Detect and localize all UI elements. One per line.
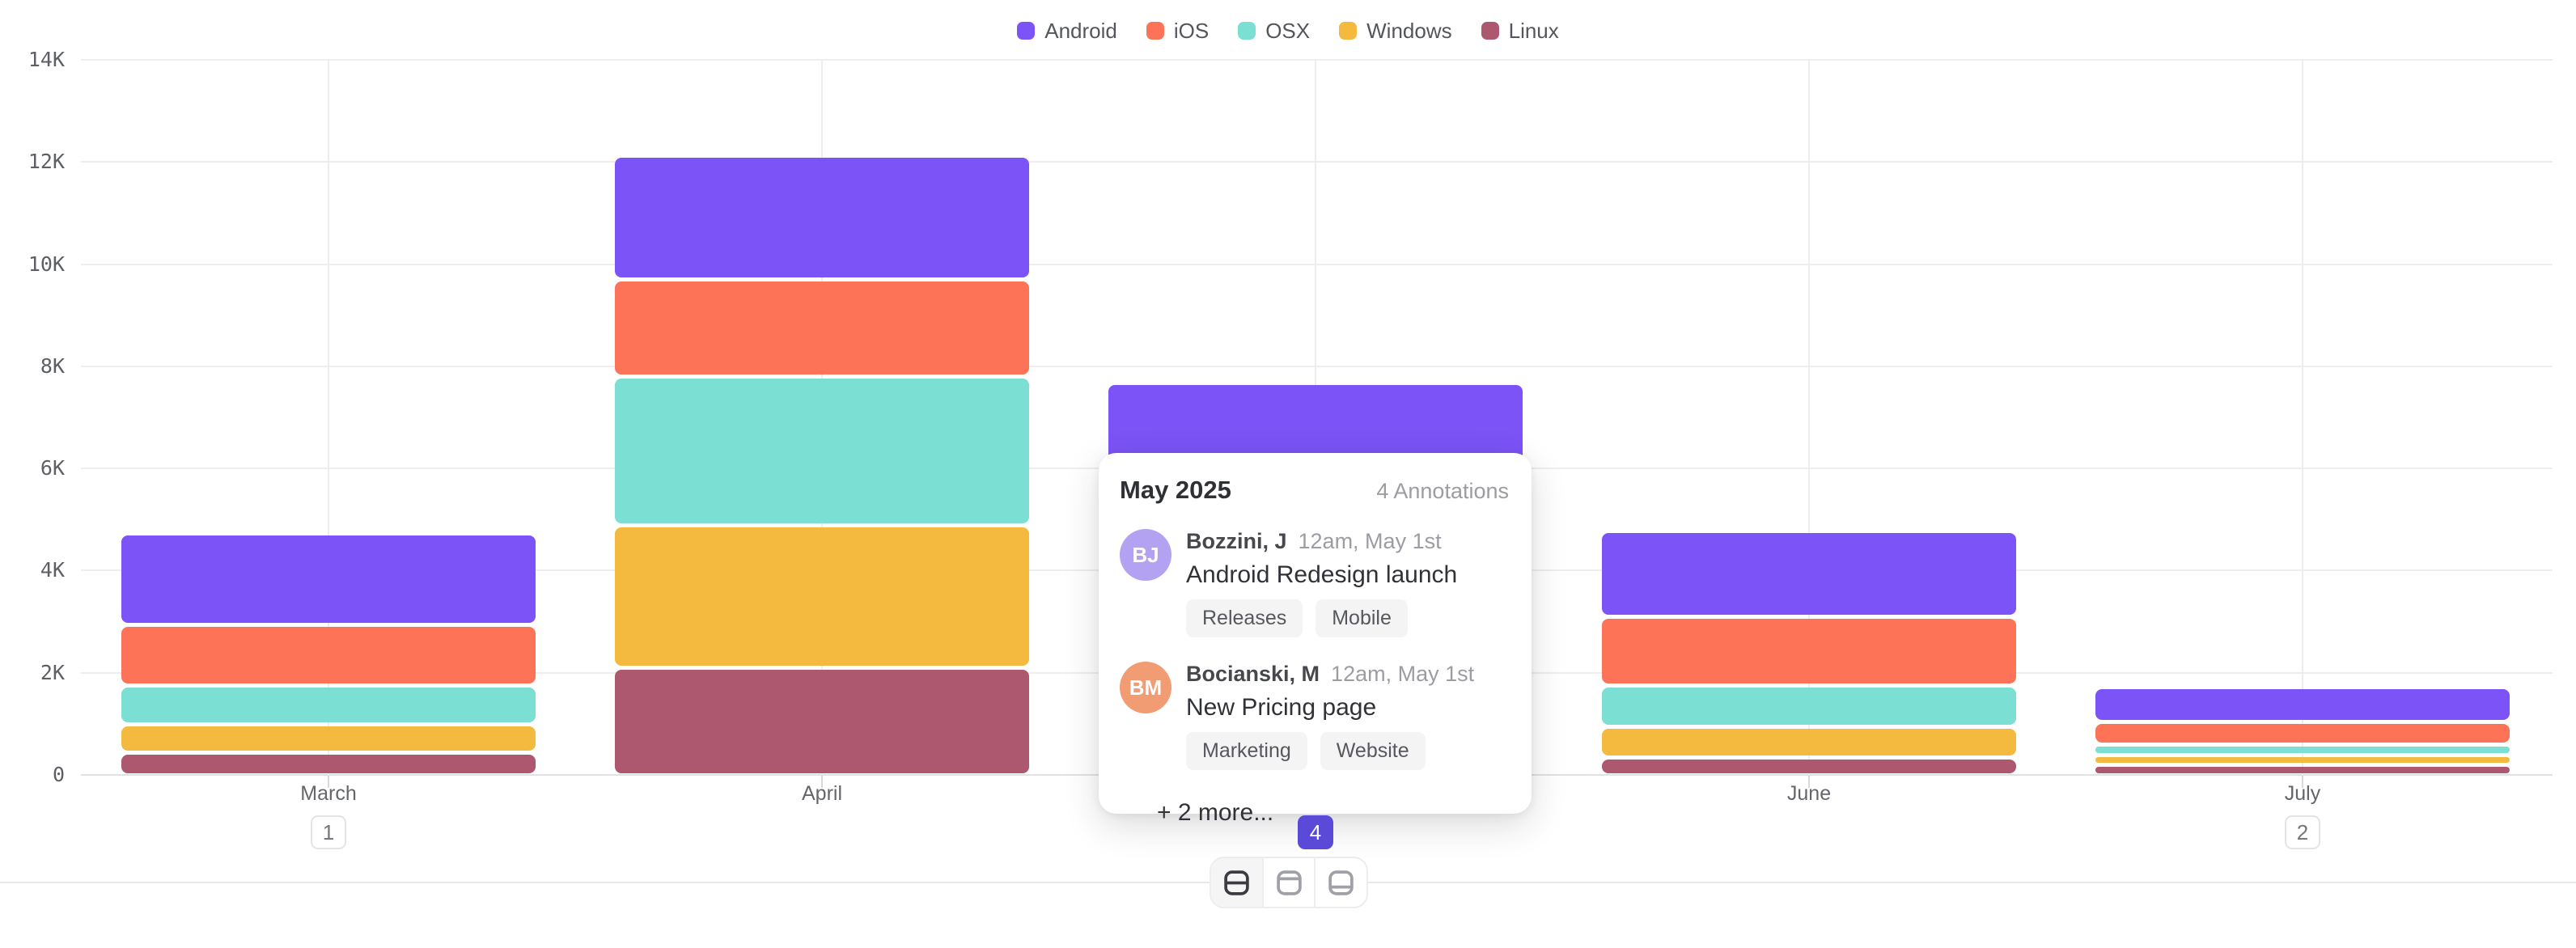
annotation-entry-meta: Bocianski, M 12am, May 1st [1186, 662, 1474, 687]
bar-segment-march-android[interactable] [121, 535, 536, 623]
legend-item-label: Android [1044, 18, 1117, 43]
bar-segment-march-linux[interactable] [121, 754, 536, 773]
layout-header-top-button[interactable] [1261, 858, 1315, 907]
annotation-entry-body: Bocianski, M 12am, May 1st New Pricing pag… [1186, 662, 1474, 770]
layout-footer-bottom-icon [1328, 870, 1354, 895]
layout-footer-bottom-button[interactable] [1314, 858, 1366, 907]
bar-segment-july-android[interactable] [2095, 688, 2510, 720]
legend-swatch-icon [1481, 22, 1499, 40]
legend-swatch-icon [1238, 22, 1256, 40]
annotation-count-badge-march[interactable]: 1 [311, 815, 346, 849]
popover-annotation-count: 4 Annotations [1376, 479, 1509, 503]
annotation-popover: May 2025 4 Annotations BJ Bozzini, J 12am,… [1099, 453, 1532, 826]
legend-swatch-icon [1146, 22, 1164, 40]
v-gridline [1808, 59, 1810, 775]
bar-segment-july-windows[interactable] [2095, 756, 2510, 764]
v-gridline [2302, 59, 2303, 775]
layout-split-rows-icon [1224, 870, 1249, 895]
bar-segment-april-android[interactable] [615, 158, 1029, 278]
annotation-tags: Releases Mobile [1186, 599, 1457, 637]
annotation-entry-body: Bozzini, J 12am, May 1st Android Redesign … [1186, 529, 1457, 637]
annotation-title: Android Redesign launch [1186, 561, 1458, 588]
x-axis-tick [821, 775, 823, 788]
y-axis-label: 0 [52, 763, 65, 786]
annotation-entry: BM Bocianski, M 12am, May 1st New Pricing p… [1120, 662, 1510, 770]
h-gridline [81, 365, 2553, 367]
annotation-entry-meta: Bozzini, J 12am, May 1st [1186, 529, 1457, 554]
annotation-tag: Marketing [1186, 732, 1307, 770]
chart-legend: Android iOS OSX Windows Linux [0, 13, 2576, 49]
author-avatar: BJ [1120, 529, 1171, 581]
annotation-entry: BJ Bozzini, J 12am, May 1st Android Redesig… [1120, 529, 1510, 637]
bar-segment-march-windows[interactable] [121, 726, 536, 751]
y-axis-label: 4K [40, 558, 65, 582]
layout-header-top-icon [1276, 870, 1302, 895]
bar-segment-july-osx[interactable] [2095, 747, 2510, 753]
legend-item-ios[interactable]: iOS [1146, 19, 1209, 44]
v-gridline [328, 59, 329, 775]
layout-switcher [1210, 857, 1368, 908]
bar-segment-june-ios[interactable] [1602, 619, 2016, 684]
bar-segment-june-android[interactable] [1602, 533, 2016, 616]
legend-item-label: Windows [1366, 18, 1452, 43]
bar-segment-march-ios[interactable] [121, 626, 536, 684]
month-label-july: July [2284, 782, 2321, 805]
x-axis-tick [1808, 775, 1810, 788]
month-label-june: June [1786, 782, 1832, 805]
annotation-tag: Website [1320, 732, 1426, 770]
show-more-annotations-link[interactable]: + 2 more... [1157, 799, 1274, 826]
bar-segment-april-osx[interactable] [615, 379, 1029, 523]
y-axis-label: 10K [28, 252, 65, 276]
author-avatar: BM [1120, 662, 1171, 713]
annotation-entries: BJ Bozzini, J 12am, May 1st Android Redesig… [1099, 529, 1532, 770]
bar-segment-july-ios[interactable] [2095, 723, 2510, 743]
x-axis-tick [328, 775, 329, 788]
legend-swatch-icon [1017, 22, 1036, 40]
month-label-april: April [801, 782, 842, 805]
legend-item-windows[interactable]: Windows [1339, 18, 1452, 44]
popover-title: May 2025 [1120, 476, 1231, 504]
x-axis-tick [2302, 775, 2303, 788]
annotation-count-badge-july[interactable]: 2 [2285, 815, 2320, 849]
annotation-tags: Marketing Website [1186, 732, 1474, 770]
y-axis-label: 8K [40, 353, 65, 378]
h-gridline [81, 161, 2553, 163]
legend-item-linux[interactable]: Linux [1481, 19, 1559, 44]
month-label-march: March [300, 782, 357, 805]
y-axis-label: 6K [40, 456, 65, 480]
legend-item-label: Linux [1508, 18, 1559, 43]
bar-segment-april-windows[interactable] [615, 527, 1029, 667]
legend-swatch-icon [1339, 22, 1358, 40]
author-name: Bozzini, J [1186, 529, 1287, 553]
annotation-timestamp: 12am, May 1st [1298, 529, 1442, 553]
bar-segment-april-linux[interactable] [615, 670, 1029, 773]
legend-item-label: OSX [1265, 18, 1311, 43]
y-axis-label: 12K [28, 150, 65, 174]
h-gridline [81, 58, 2553, 61]
h-gridline [81, 263, 2553, 265]
author-name: Bocianski, M [1186, 662, 1320, 686]
bar-segment-june-linux[interactable] [1602, 759, 2016, 773]
annotation-timestamp: 12am, May 1st [1331, 662, 1475, 686]
annotation-count-badge-may[interactable]: 4 [1298, 815, 1333, 849]
legend-item-android[interactable]: Android [1017, 19, 1117, 44]
popover-header: May 2025 4 Annotations [1099, 453, 1532, 505]
layout-split-rows-button[interactable] [1211, 858, 1262, 907]
y-axis-label: 14K [28, 47, 65, 71]
legend-item-osx[interactable]: OSX [1238, 19, 1310, 44]
bar-segment-march-osx[interactable] [121, 688, 536, 722]
annotation-tag: Releases [1186, 599, 1303, 637]
bar-segment-june-osx[interactable] [1602, 688, 2016, 725]
annotation-title: New Pricing page [1186, 694, 1377, 721]
bar-segment-july-linux[interactable] [2095, 767, 2510, 773]
annotation-tag: Mobile [1316, 599, 1408, 637]
bar-segment-april-ios[interactable] [615, 281, 1029, 375]
y-axis-label: 2K [40, 660, 65, 684]
legend-item-label: iOS [1173, 18, 1210, 43]
bar-segment-june-windows[interactable] [1602, 729, 2016, 755]
